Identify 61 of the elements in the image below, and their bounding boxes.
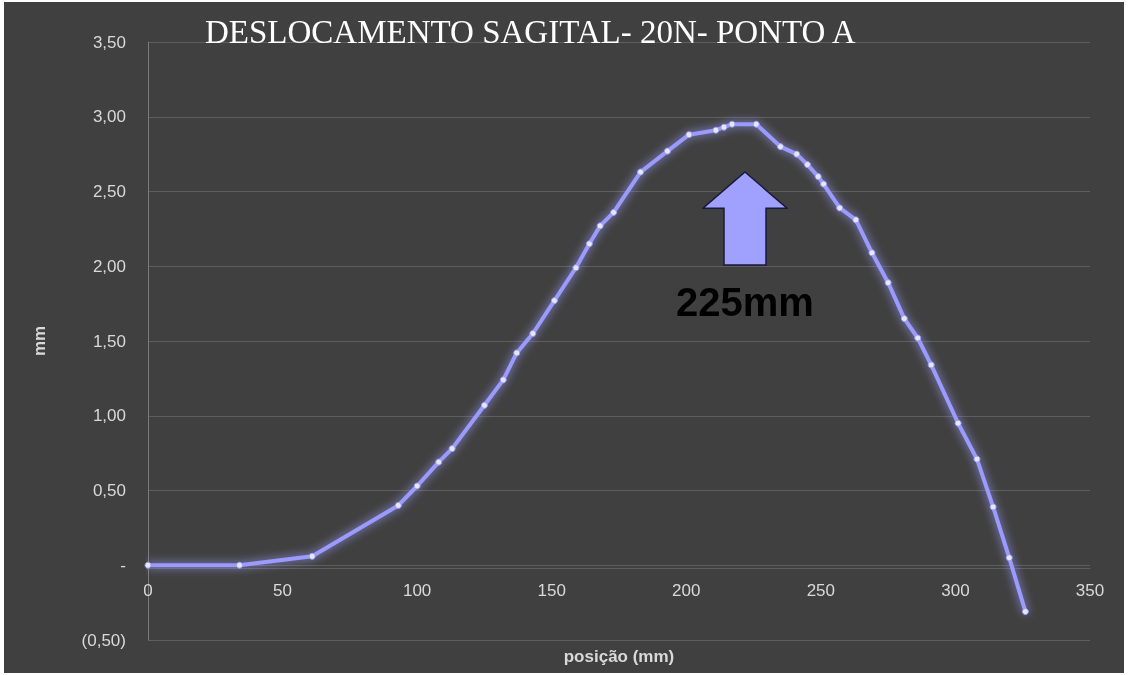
x-tick-label: 100 <box>402 581 432 601</box>
point <box>529 330 537 338</box>
point <box>720 123 728 131</box>
point <box>413 482 421 490</box>
point <box>914 334 922 342</box>
point <box>572 264 580 272</box>
point <box>499 376 507 384</box>
point <box>663 147 671 155</box>
y-tick-label: 1,00 <box>92 406 126 426</box>
y-tick-label: - <box>120 555 126 575</box>
point <box>685 131 693 139</box>
point <box>814 173 822 181</box>
point <box>637 168 645 176</box>
point <box>550 297 558 305</box>
y-tick-label: 3,00 <box>92 107 126 127</box>
point <box>596 222 604 230</box>
point <box>752 120 760 128</box>
point <box>776 143 784 151</box>
y-tick-label: 0,50 <box>92 481 126 500</box>
point <box>973 455 981 463</box>
point <box>884 279 892 287</box>
chart-title: DESLOCAMENTO SAGITAL- 20N- PONTO A <box>205 13 856 50</box>
point <box>803 161 811 169</box>
y-axis-title: mm <box>30 325 49 357</box>
annotation: 225mm <box>676 280 814 325</box>
point <box>900 315 908 323</box>
x-tick-label: 300 <box>941 581 970 601</box>
y-tick-label: (0,50) <box>81 630 126 650</box>
point <box>836 204 844 212</box>
point <box>712 126 720 134</box>
point <box>585 240 593 248</box>
point <box>236 561 244 569</box>
point <box>728 120 736 128</box>
point <box>820 180 828 188</box>
point <box>927 361 935 369</box>
x-tick-label: 250 <box>806 581 836 601</box>
x-tick-label: 200 <box>672 581 701 601</box>
point <box>989 503 997 511</box>
point <box>435 458 443 466</box>
point <box>308 552 316 560</box>
y-tick-label: 2,00 <box>92 256 126 276</box>
y-tick-label: 3,50 <box>92 32 126 52</box>
point <box>394 501 402 509</box>
point <box>868 249 876 257</box>
point <box>513 349 521 357</box>
point <box>480 401 488 409</box>
x-axis-title: posição (mm) <box>563 647 675 666</box>
point <box>448 445 456 453</box>
point <box>1005 554 1013 562</box>
x-tick-label: 150 <box>537 581 566 601</box>
point <box>852 216 860 224</box>
x-tick-label: 350 <box>1075 581 1105 601</box>
y-tick-label: 2,50 <box>92 182 126 201</box>
point <box>1021 608 1029 616</box>
point <box>610 208 618 216</box>
point <box>793 150 801 158</box>
point <box>144 561 152 569</box>
y-tick-label: 1,50 <box>92 331 126 351</box>
x-tick-label: 50 <box>273 581 293 601</box>
point <box>954 419 962 427</box>
x-tick-label: 0 <box>143 581 153 601</box>
